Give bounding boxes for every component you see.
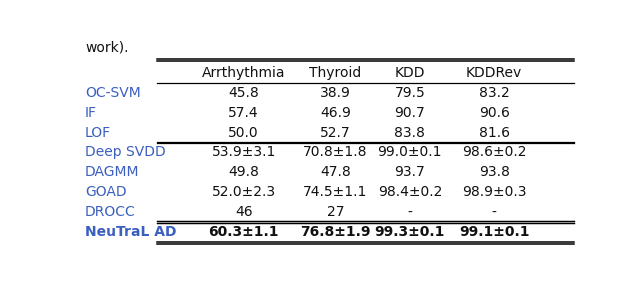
- Text: LOF: LOF: [85, 125, 111, 140]
- Text: 99.0±0.1: 99.0±0.1: [378, 145, 442, 160]
- Text: 46: 46: [235, 205, 253, 219]
- Text: 76.8±1.9: 76.8±1.9: [300, 225, 371, 239]
- Text: Arrthythmia: Arrthythmia: [202, 66, 285, 80]
- Text: 79.5: 79.5: [394, 86, 425, 99]
- Text: 81.6: 81.6: [479, 125, 509, 140]
- Text: 99.1±0.1: 99.1±0.1: [459, 225, 529, 239]
- Text: 46.9: 46.9: [320, 105, 351, 119]
- Text: 98.6±0.2: 98.6±0.2: [462, 145, 527, 160]
- Text: 45.8: 45.8: [228, 86, 259, 99]
- Text: Thyroid: Thyroid: [309, 66, 362, 80]
- Text: DROCC: DROCC: [85, 205, 136, 219]
- Text: -: -: [408, 205, 412, 219]
- Text: 49.8: 49.8: [228, 166, 259, 180]
- Text: OC-SVM: OC-SVM: [85, 86, 141, 99]
- Text: -: -: [492, 205, 497, 219]
- Text: 90.7: 90.7: [394, 105, 425, 119]
- Text: 52.7: 52.7: [320, 125, 351, 140]
- Text: DAGMM: DAGMM: [85, 166, 140, 180]
- Text: 83.8: 83.8: [394, 125, 425, 140]
- Text: 53.9±3.1: 53.9±3.1: [211, 145, 276, 160]
- Text: 70.8±1.8: 70.8±1.8: [303, 145, 368, 160]
- Text: 47.8: 47.8: [320, 166, 351, 180]
- Text: 93.7: 93.7: [394, 166, 425, 180]
- Text: work).: work).: [85, 41, 129, 55]
- Text: 98.4±0.2: 98.4±0.2: [378, 186, 442, 199]
- Text: GOAD: GOAD: [85, 186, 127, 199]
- Text: 90.6: 90.6: [479, 105, 509, 119]
- Text: 99.3±0.1: 99.3±0.1: [374, 225, 445, 239]
- Text: KDD: KDD: [395, 66, 425, 80]
- Text: 57.4: 57.4: [228, 105, 259, 119]
- Text: IF: IF: [85, 105, 97, 119]
- Text: 60.3±1.1: 60.3±1.1: [209, 225, 279, 239]
- Text: 93.8: 93.8: [479, 166, 509, 180]
- Text: 50.0: 50.0: [228, 125, 259, 140]
- Text: Deep SVDD: Deep SVDD: [85, 145, 166, 160]
- Text: 52.0±2.3: 52.0±2.3: [212, 186, 276, 199]
- Text: KDDRev: KDDRev: [466, 66, 522, 80]
- Text: 38.9: 38.9: [320, 86, 351, 99]
- Text: 98.9±0.3: 98.9±0.3: [462, 186, 527, 199]
- Text: NeuTraL AD: NeuTraL AD: [85, 225, 177, 239]
- Text: 74.5±1.1: 74.5±1.1: [303, 186, 367, 199]
- Text: 27: 27: [326, 205, 344, 219]
- Text: 83.2: 83.2: [479, 86, 509, 99]
